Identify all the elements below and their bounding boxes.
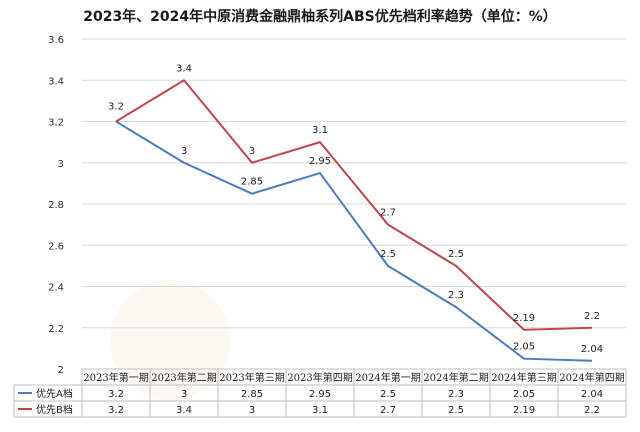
y-tick-label: 2 bbox=[58, 365, 64, 376]
table-cell: 3 bbox=[181, 389, 187, 400]
x-category-label: 2024年第二期 bbox=[423, 371, 488, 384]
series-lines bbox=[115, 79, 593, 362]
data-table: 2023年第一期 2023年第二期 2023年第三期 2023年第四期 2024年第一期… bbox=[13, 368, 627, 418]
x-category-label: 2024年第四期 bbox=[559, 371, 624, 384]
data-label: 2.5 bbox=[380, 249, 396, 260]
y-tick-label: 2.6 bbox=[48, 241, 64, 252]
table-cell: 2.04 bbox=[581, 389, 603, 400]
table-cell: 3.2 bbox=[108, 405, 124, 416]
data-label: 3.2 bbox=[108, 102, 124, 113]
data-label: 2.04 bbox=[581, 344, 603, 355]
data-label: 3.1 bbox=[312, 125, 328, 136]
watermark bbox=[110, 280, 230, 400]
table-cell: 2.95 bbox=[309, 389, 331, 400]
chart-title: 2023年、2024年中原消费金融鼎柚系列ABS优先档利率趋势（单位：%） bbox=[83, 9, 557, 25]
data-label: 2.19 bbox=[513, 313, 535, 324]
y-tick-label: 2.4 bbox=[48, 283, 64, 294]
legend-label: 优先A档 bbox=[36, 387, 73, 400]
legend-label: 优先B档 bbox=[36, 403, 73, 416]
y-tick-label: 3.6 bbox=[48, 35, 64, 46]
data-label: 2.95 bbox=[309, 156, 331, 167]
data-label: 3.4 bbox=[176, 63, 192, 74]
series-line-a bbox=[115, 120, 593, 362]
x-category-label: 2023年第一期 bbox=[83, 371, 148, 384]
table-cell: 2.85 bbox=[241, 389, 263, 400]
table-cell: 2.3 bbox=[448, 389, 464, 400]
x-category-label: 2023年第四期 bbox=[287, 371, 352, 384]
data-label: 2.5 bbox=[448, 249, 464, 260]
x-category-label: 2024年第三期 bbox=[491, 371, 556, 384]
table-cell: 2.05 bbox=[513, 389, 535, 400]
table-cell: 2.5 bbox=[380, 389, 396, 400]
y-axis: 2 2.2 2.4 2.6 2.8 3 3.2 3.4 3.6 bbox=[48, 35, 64, 376]
table-cell: 3.4 bbox=[176, 405, 192, 416]
y-tick-label: 3.2 bbox=[48, 118, 64, 129]
data-label: 3 bbox=[181, 146, 187, 157]
y-tick-label: 3 bbox=[58, 159, 64, 170]
y-tick-label: 2.8 bbox=[48, 200, 64, 211]
data-label: 2.7 bbox=[380, 208, 396, 219]
table-cell: 2.5 bbox=[448, 405, 464, 416]
table-cell: 2.2 bbox=[584, 405, 600, 416]
data-labels: 3.232.852.952.52.32.052.043.23.433.12.72… bbox=[108, 63, 603, 355]
table-cell: 2.7 bbox=[380, 405, 396, 416]
table-cell: 3.1 bbox=[312, 405, 328, 416]
y-tick-label: 2.2 bbox=[48, 324, 64, 335]
x-category-label: 2023年第二期 bbox=[151, 371, 216, 384]
data-label: 2.2 bbox=[584, 311, 600, 322]
table-cell: 3.2 bbox=[108, 389, 124, 400]
x-category-label: 2023年第三期 bbox=[219, 371, 284, 384]
data-label: 3 bbox=[249, 146, 255, 157]
table-cell: 3 bbox=[249, 405, 255, 416]
series-line-b bbox=[115, 79, 593, 331]
x-category-label: 2024年第一期 bbox=[355, 371, 420, 384]
data-label: 2.3 bbox=[448, 290, 464, 301]
data-label: 2.85 bbox=[241, 177, 263, 188]
data-label: 2.05 bbox=[513, 342, 535, 353]
table-cell: 2.19 bbox=[513, 405, 535, 416]
y-tick-label: 3.4 bbox=[48, 76, 64, 87]
